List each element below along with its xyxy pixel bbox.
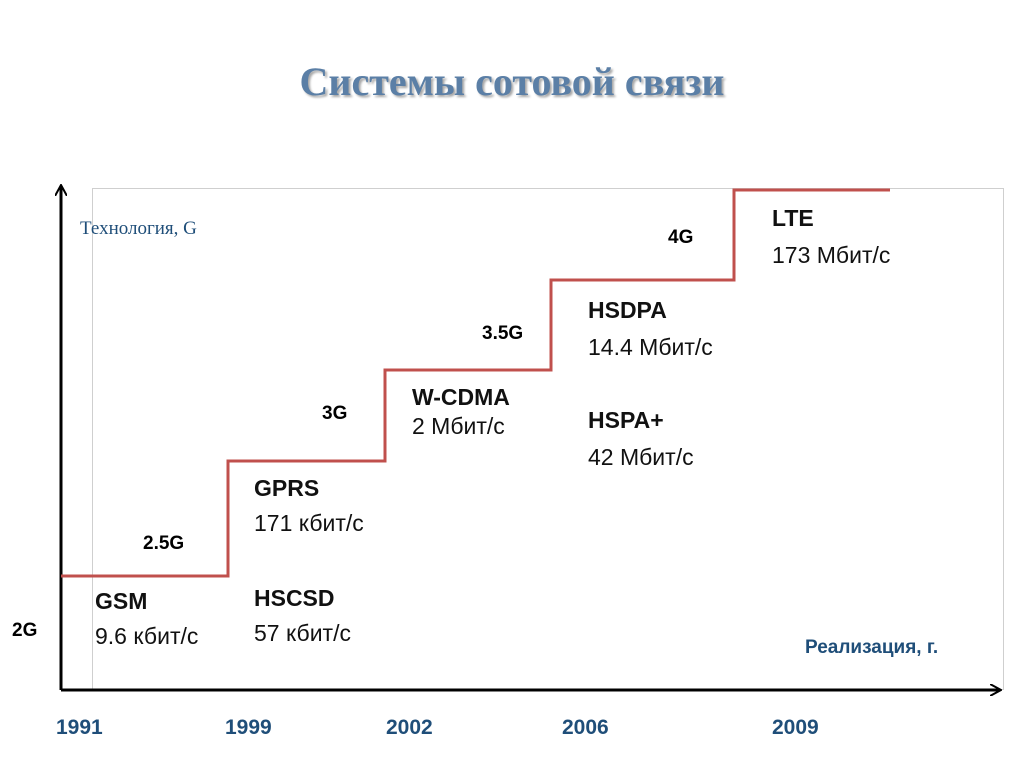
tech-speed: 42 Мбит/с xyxy=(588,444,694,471)
tech-speed: 14.4 Мбит/с xyxy=(588,334,713,361)
year-label-1991: 1991 xyxy=(56,716,103,739)
year-label-1999: 1999 xyxy=(225,716,272,739)
tech-name: W-CDMA xyxy=(412,384,510,410)
generation-label-4g: 4G xyxy=(668,227,694,248)
tech-name: HSPA+ xyxy=(588,407,664,433)
generation-label-2-5g: 2.5G xyxy=(143,533,185,554)
year-label-2006: 2006 xyxy=(562,716,609,739)
tech-hscsd: HSCSD 57 кбит/с xyxy=(254,584,364,649)
generation-label-3g: 3G xyxy=(322,403,348,424)
tech-name: GPRS xyxy=(254,475,320,501)
page-title: Системы сотовой связи xyxy=(299,59,725,104)
tech-gprs: GPRS 171 кбит/с xyxy=(254,474,364,539)
tech-w-cdma: W-CDMA 2 Мбит/с xyxy=(412,383,562,442)
generation-label-2g: 2G xyxy=(12,620,38,641)
tech-name: HSCSD xyxy=(254,585,335,611)
tech-lte: LTE 173 Мбит/с xyxy=(772,204,892,271)
tech-speed: 2 Мбит/с xyxy=(412,413,505,440)
tech-hsdpa: HSDPA 14.4 Мбит/с xyxy=(588,296,713,363)
y-axis-label: Технология, G xyxy=(80,218,197,239)
generation-step-line xyxy=(61,188,890,578)
year-label-2002: 2002 xyxy=(386,716,433,739)
tech-speed: 173 Мбит/с xyxy=(772,242,891,269)
year-label-2009: 2009 xyxy=(772,716,819,739)
tech-speed: 171 кбит/с xyxy=(254,510,364,537)
tech-speed: 9.6 кбит/с xyxy=(95,623,199,650)
tech-hspa-plus: HSPA+ 42 Мбит/с xyxy=(588,406,748,473)
generation-label-3-5g: 3.5G xyxy=(482,323,524,344)
tech-gsm: GSM 9.6 кбит/с xyxy=(95,587,205,652)
tech-name: LTE xyxy=(772,205,814,231)
tech-name: GSM xyxy=(95,588,148,614)
x-axis-label: Реализация, г. xyxy=(805,637,939,658)
tech-name: HSDPA xyxy=(588,297,667,323)
tech-speed: 57 кбит/с xyxy=(254,620,351,647)
